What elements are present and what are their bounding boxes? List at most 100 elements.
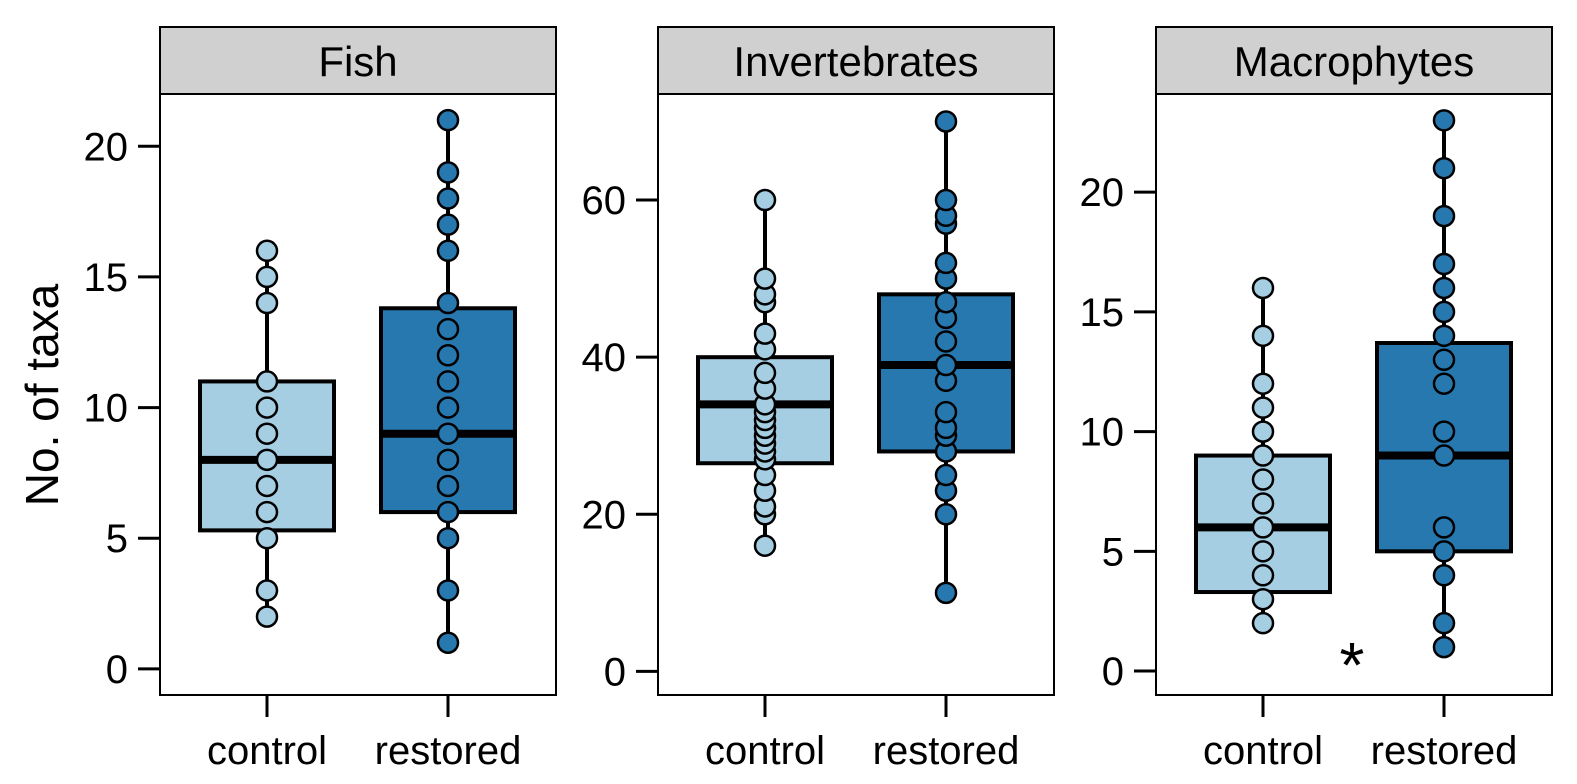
panel-strip xyxy=(1155,26,1553,95)
y-tick-label: 0 xyxy=(1102,650,1124,694)
data-point xyxy=(436,213,460,236)
y-tick-label: 20 xyxy=(1080,171,1125,215)
data-point xyxy=(753,361,777,385)
data-point xyxy=(1251,420,1275,443)
data-point xyxy=(255,500,279,524)
y-tick-label: 60 xyxy=(582,179,627,223)
data-point xyxy=(436,370,460,393)
data-point xyxy=(1432,611,1456,635)
y-tick-label: 15 xyxy=(84,256,129,300)
data-point xyxy=(436,161,460,184)
data-point xyxy=(1251,468,1275,491)
data-point xyxy=(1432,516,1456,539)
y-tick-label: 20 xyxy=(84,125,129,169)
panel-border xyxy=(1155,93,1553,696)
x-tick-label: control xyxy=(705,729,825,773)
data-point xyxy=(1432,372,1456,395)
panel-title: Invertebrates xyxy=(733,38,978,85)
x-tick-label: restored xyxy=(375,729,522,773)
data-point xyxy=(436,422,460,445)
data-point xyxy=(753,188,777,212)
data-point xyxy=(436,631,460,654)
data-point xyxy=(934,251,958,275)
data-point xyxy=(1432,276,1456,300)
x-tick-label: restored xyxy=(1371,729,1518,773)
data-point xyxy=(1251,564,1275,587)
data-point xyxy=(1432,564,1456,587)
x-tick-label: restored xyxy=(873,729,1020,773)
data-point xyxy=(1432,300,1456,324)
data-point xyxy=(1432,635,1456,659)
data-point xyxy=(436,187,460,210)
panel-strip xyxy=(657,26,1055,95)
data-point xyxy=(436,239,460,263)
data-point xyxy=(255,474,279,498)
data-point xyxy=(934,330,958,353)
data-point xyxy=(753,267,777,290)
y-tick-label: 5 xyxy=(1102,530,1124,574)
data-point xyxy=(934,463,958,487)
x-tick-label: control xyxy=(207,729,327,773)
data-point xyxy=(1432,156,1456,180)
data-point xyxy=(934,188,958,212)
data-point xyxy=(1251,276,1275,300)
data-point xyxy=(1251,396,1275,419)
data-point xyxy=(1251,324,1275,348)
data-point xyxy=(436,291,460,315)
y-tick-label: 15 xyxy=(1080,291,1125,335)
data-point xyxy=(1432,540,1456,563)
y-tick-label: 10 xyxy=(84,387,129,431)
panel-macrophytes: Macrophytes 0 5 10 15 20 control restored* xyxy=(1080,26,1553,773)
data-point xyxy=(753,322,777,345)
panel-border xyxy=(657,93,1055,696)
data-point xyxy=(436,579,460,602)
data-point xyxy=(436,396,460,419)
panel-fish: Fish 0 5 10 15 20 control restored xyxy=(84,26,557,773)
data-point xyxy=(1251,587,1275,611)
data-point xyxy=(436,344,460,367)
data-point xyxy=(1432,324,1456,348)
data-point xyxy=(1432,204,1456,228)
data-point xyxy=(255,265,279,289)
data-point xyxy=(934,503,958,526)
y-tick-label: 5 xyxy=(106,517,128,561)
data-point xyxy=(255,239,279,263)
data-point xyxy=(1251,516,1275,539)
data-point xyxy=(1251,540,1275,563)
data-point xyxy=(255,448,279,472)
data-point xyxy=(1432,109,1456,132)
data-point xyxy=(436,526,460,550)
data-point xyxy=(436,317,460,341)
x-tick-label: control xyxy=(1203,729,1323,773)
data-point xyxy=(436,448,460,472)
data-point xyxy=(436,474,460,498)
y-tick-label: 20 xyxy=(582,493,627,537)
data-point xyxy=(934,581,958,605)
panel-title: Macrophytes xyxy=(1234,38,1474,85)
data-point xyxy=(255,422,279,445)
data-point xyxy=(1251,372,1275,395)
panel-invertebrates: Invertebrates 0 20 40 60 control restored xyxy=(582,26,1055,773)
panel-title: Fish xyxy=(318,38,397,85)
data-point xyxy=(436,500,460,524)
y-tick-label: 0 xyxy=(604,650,626,694)
data-point xyxy=(255,396,279,419)
data-point xyxy=(934,110,958,133)
y-tick-label: 10 xyxy=(1080,411,1125,455)
data-point xyxy=(934,353,958,377)
data-point xyxy=(934,290,958,314)
data-point xyxy=(255,370,279,393)
panel-border xyxy=(159,93,557,696)
data-point xyxy=(1251,444,1275,467)
data-point xyxy=(1251,492,1275,515)
data-point xyxy=(436,108,460,132)
y-axis-title: No. of taxa xyxy=(16,283,68,506)
data-point xyxy=(255,526,279,550)
panel-strip xyxy=(159,26,557,95)
y-tick-label: 40 xyxy=(582,336,627,380)
data-point xyxy=(255,579,279,602)
y-tick-label: 0 xyxy=(106,648,128,692)
data-point xyxy=(1432,420,1456,443)
